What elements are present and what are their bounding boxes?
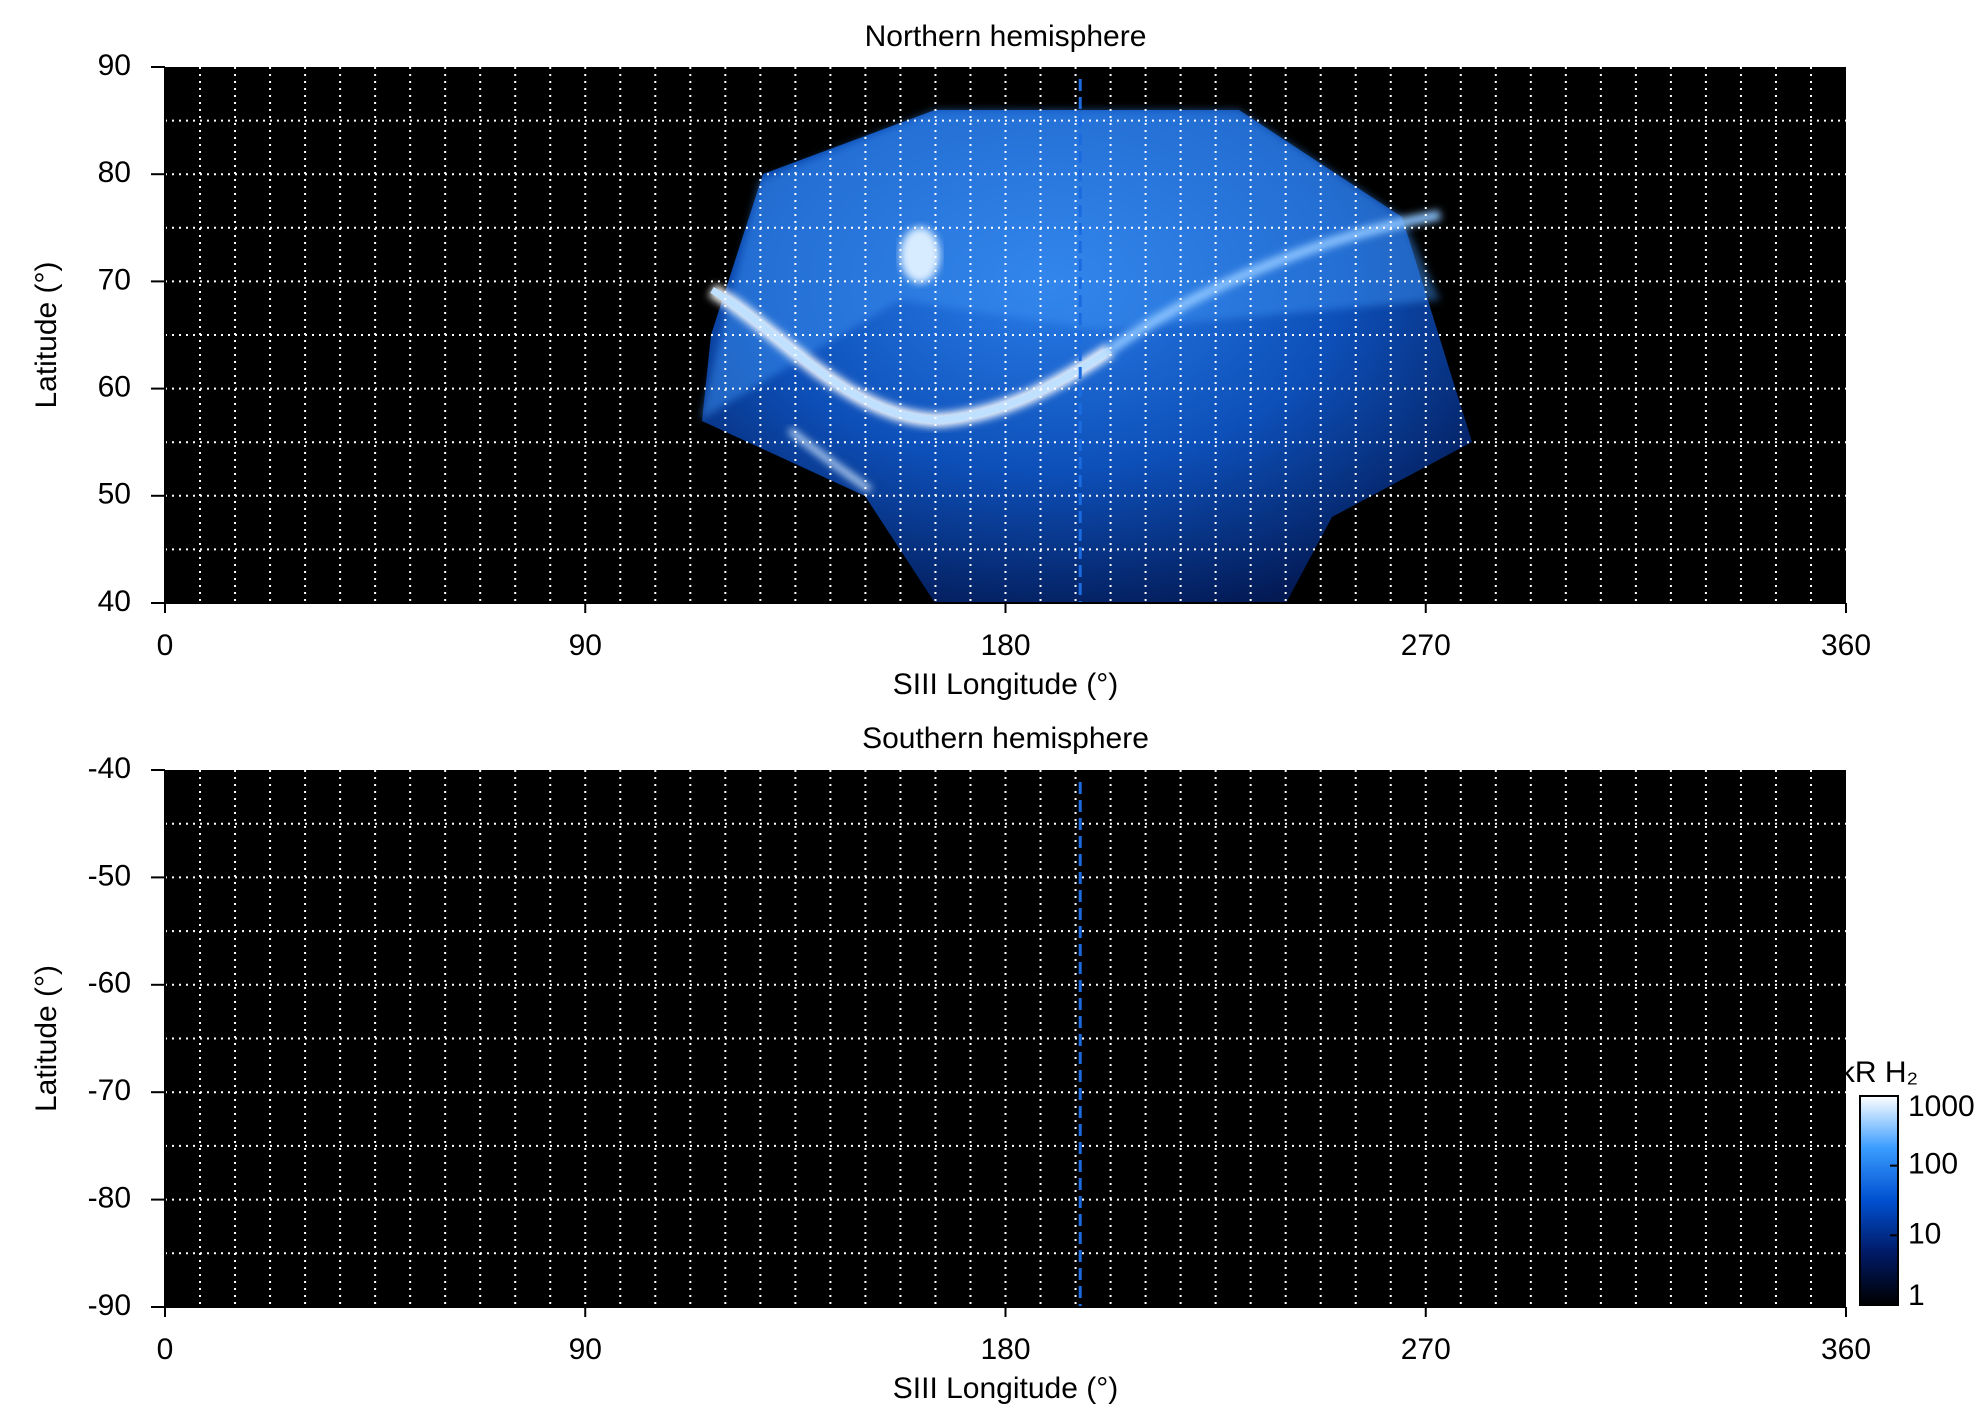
x-tick-label: 360 <box>1821 629 1871 662</box>
y-tick-label: 50 <box>98 478 131 511</box>
x-tick-label: 90 <box>569 629 602 662</box>
y-tick-label: 90 <box>98 49 131 82</box>
colorbar-tick-label: 100 <box>1908 1148 1958 1181</box>
colorbar-tick-label: 1 <box>1908 1279 1925 1312</box>
x-axis-label: SIII Longitude (°) <box>893 668 1118 701</box>
x-tick-label: 0 <box>157 1333 174 1366</box>
x-tick-label: 90 <box>569 1333 602 1366</box>
colorbar-tick-label: 10 <box>1908 1217 1941 1250</box>
x-tick-label: 0 <box>157 629 174 662</box>
y-tick-label: -40 <box>88 752 131 785</box>
y-tick-label: 60 <box>98 371 131 404</box>
colorbar-label: kR H₂ <box>1840 1056 1918 1089</box>
x-tick-label: 180 <box>980 1333 1030 1366</box>
aurora-image <box>700 110 1472 603</box>
x-axis-label: SIII Longitude (°) <box>893 1372 1118 1405</box>
x-tick-label: 270 <box>1401 629 1451 662</box>
x-tick-label: 180 <box>980 629 1030 662</box>
chart-title: Southern hemisphere <box>862 722 1149 755</box>
colorbar-fill <box>1859 1095 1899 1306</box>
x-tick-label: 360 <box>1821 1333 1871 1366</box>
y-axis-label: Latitude (°) <box>30 965 63 1112</box>
y-tick-label: -80 <box>88 1182 131 1215</box>
y-tick-label: 40 <box>98 585 131 618</box>
y-axis-label: Latitude (°) <box>30 261 63 408</box>
colorbar-tick-label: 1000 <box>1908 1090 1975 1123</box>
x-tick-label: 270 <box>1401 1333 1451 1366</box>
y-tick-label: -70 <box>88 1074 131 1107</box>
y-tick-label: -60 <box>88 967 131 1000</box>
y-tick-label: 70 <box>98 263 131 296</box>
y-tick-label: -50 <box>88 859 131 892</box>
chart-title: Northern hemisphere <box>865 20 1147 53</box>
y-tick-label: 80 <box>98 156 131 189</box>
colorbar: kR H₂ 1 10 100 1000 <box>1840 1056 1975 1312</box>
y-tick-label: -90 <box>88 1289 131 1322</box>
